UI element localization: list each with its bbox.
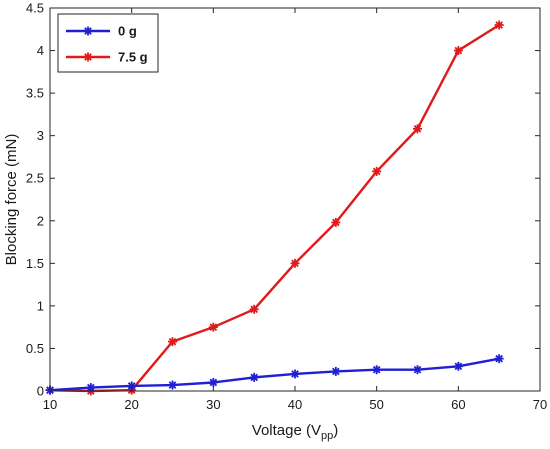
- series-1-point-3: [168, 337, 177, 347]
- series-1-point-5: [249, 304, 259, 314]
- x-axis-title-close: ): [333, 422, 338, 439]
- x-axis-title: Voltage (Vpp): [252, 422, 338, 442]
- legend-marker-0: [83, 26, 93, 36]
- series-0-point-3: [168, 380, 177, 390]
- series-0-point-10: [453, 361, 463, 371]
- y-tick-label-7: 3.5: [26, 86, 44, 101]
- legend-marker-1: [83, 52, 93, 62]
- plot-area: [45, 20, 504, 396]
- series-0-point-6: [290, 369, 300, 379]
- series-0-point-8: [372, 365, 382, 375]
- legend-label-1: 7.5 g: [118, 50, 148, 65]
- series-1-point-10: [453, 46, 463, 56]
- y-tick-label-6: 3: [37, 128, 44, 143]
- y-tick-label-3: 1.5: [26, 256, 44, 271]
- series-0-point-11: [494, 354, 504, 364]
- y-tick-label-0: 0: [37, 384, 44, 399]
- legend-box: [57, 13, 159, 73]
- series-0-point-4: [208, 377, 218, 387]
- legend: 0 g 7.5 g: [57, 13, 159, 73]
- x-tick-label-1: 20: [124, 397, 138, 412]
- x-tick-label-6: 70: [533, 397, 547, 412]
- x-tick-label-5: 60: [451, 397, 465, 412]
- series-1-point-7: [331, 217, 341, 227]
- series-1-point-4: [208, 322, 218, 332]
- series-1-point-11: [494, 20, 504, 30]
- x-axis-title-subscript: pp: [321, 430, 333, 442]
- y-tick-label-5: 2.5: [26, 171, 44, 186]
- x-tick-label-0: 10: [43, 397, 57, 412]
- y-tick-label-1: 0.5: [26, 341, 44, 356]
- x-axis-title-main: Voltage (V: [252, 422, 321, 439]
- series-1-point-6: [290, 258, 300, 268]
- legend-label-0: 0 g: [118, 24, 137, 39]
- axes: 10 20 30 40 50 60 70 0 0.5 1 1.5 2 2.5 3 3.5 4 4.5 Voltag…: [3, 1, 547, 443]
- x-tick-label-2: 30: [206, 397, 220, 412]
- y-tick-label-8: 4: [37, 43, 44, 58]
- series-line-1: [49, 24, 500, 393]
- y-tick-label-2: 1: [37, 298, 44, 313]
- series-0-point-5: [249, 372, 259, 382]
- series-0-point-7: [331, 366, 341, 376]
- y-tick-label-4: 2: [37, 213, 44, 228]
- x-tick-label-4: 50: [369, 397, 383, 412]
- y-tick-label-9: 4.5: [26, 1, 44, 16]
- series-0-point-2: [127, 381, 137, 391]
- series-1-point-9: [413, 124, 422, 134]
- x-tick-label-3: 40: [288, 397, 302, 412]
- series-line-0: [49, 357, 500, 392]
- series-0-point-9: [413, 365, 422, 375]
- series-1-point-8: [372, 166, 382, 176]
- y-axis-title: Blocking force (mN): [3, 134, 20, 266]
